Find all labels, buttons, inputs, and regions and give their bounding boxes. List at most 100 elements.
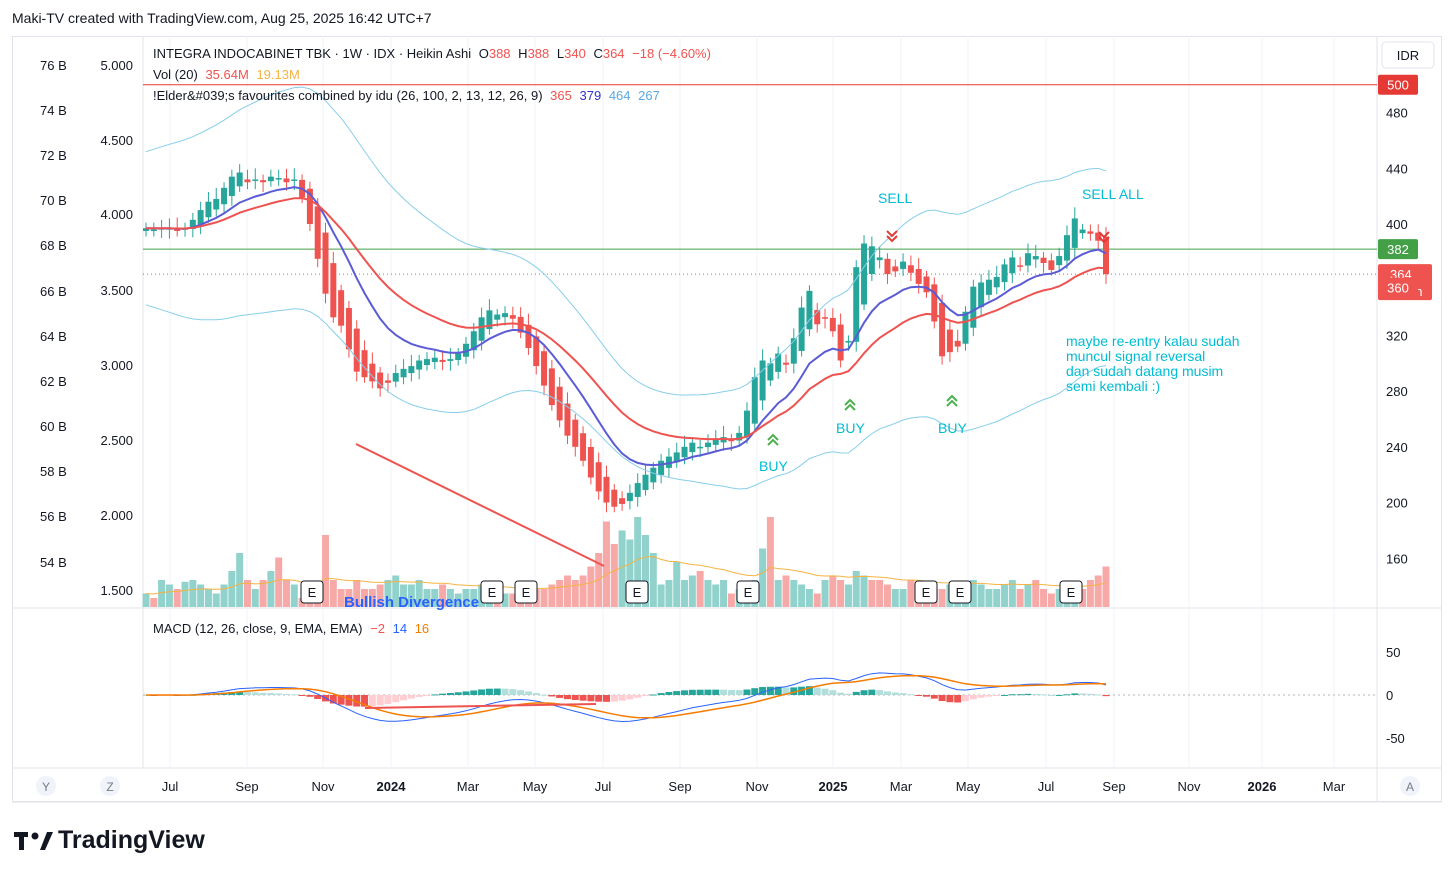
volume-bar [571, 580, 579, 607]
macd-histogram-bar [821, 688, 829, 695]
x-tick-label: May [956, 779, 981, 794]
volume-bar [985, 589, 993, 607]
candle-body [377, 372, 384, 389]
macd-histogram-bar [454, 692, 462, 695]
macd-histogram-bar [610, 695, 618, 702]
candle-body [345, 307, 352, 350]
left-cap-tick-label: 70 B [40, 193, 67, 208]
macd-histogram-bar [243, 692, 251, 695]
open-label: O [478, 46, 489, 61]
volume-bar [446, 589, 454, 607]
left-cap-tick-label: 62 B [40, 374, 67, 389]
tradingview-logo[interactable]: TradingView [14, 826, 205, 855]
candle-body [1103, 236, 1109, 275]
earnings-label: E [522, 585, 531, 600]
candle-body [962, 311, 969, 344]
volume-bar [1008, 580, 1016, 607]
macd-divergence-line [364, 703, 597, 709]
candle-body [275, 178, 282, 180]
volume-bar [712, 584, 720, 607]
macd-histogram-bar [1024, 693, 1032, 695]
candle-body [572, 419, 579, 447]
axis-button-label: Z [106, 780, 113, 794]
earnings-marker [1059, 580, 1083, 604]
elder-value-2: 379 [579, 88, 602, 103]
macd-histogram-bar [1094, 694, 1102, 696]
axis-button-a[interactable] [1400, 776, 1420, 796]
volume-ma-value: 19.13M [256, 67, 300, 82]
macd-label[interactable]: MACD (12, 26, close, 9, EMA, EMA) [153, 621, 363, 636]
candle-body [447, 359, 454, 361]
macd-histogram-bar [517, 690, 525, 695]
upper-band-line [145, 86, 1107, 396]
macd-histogram-bar [993, 695, 1001, 696]
volume-label[interactable]: Vol (20) [153, 67, 198, 82]
macd-histogram-bar [1008, 694, 1016, 696]
macd-histogram-bar [407, 695, 415, 699]
elder-legend: !Elder&#039;s favourites combined by idu… [153, 88, 664, 103]
macd-histogram-bar [400, 695, 408, 701]
candle-body [509, 315, 516, 319]
macd-histogram-bar [384, 695, 392, 704]
volume-bar [618, 530, 626, 607]
volume-bar [657, 584, 665, 607]
candle-body [712, 439, 719, 445]
macd-histogram-bar [626, 695, 634, 700]
axis-button-y[interactable] [36, 776, 56, 796]
volume-bar [431, 589, 439, 607]
volume-bar [704, 580, 712, 607]
volume-bar [563, 575, 571, 607]
macd-histogram-bar [1055, 694, 1063, 696]
volume-bar [876, 580, 884, 607]
candle-body [330, 263, 337, 318]
candle-body [704, 442, 711, 448]
currency-button[interactable] [1381, 41, 1435, 69]
buy-label-3: BUY [938, 420, 967, 436]
buy-label-1: BUY [759, 458, 788, 474]
macd-histogram-bar [485, 688, 493, 695]
candle-body [868, 246, 875, 274]
slow-ma-line [145, 197, 1107, 441]
volume-bar [696, 571, 704, 607]
candle-body [291, 179, 298, 181]
volume-bar [1079, 589, 1087, 607]
candle-body [213, 198, 220, 210]
x-tick-label: Mar [890, 779, 913, 794]
macd-histogram-bar [1063, 694, 1071, 696]
sell-arrow-icon [886, 230, 898, 243]
macd-histogram-bar [985, 695, 993, 697]
macd-histogram-bar [946, 695, 954, 703]
left-tick-label: 2.500 [100, 433, 133, 448]
candle-body [822, 317, 829, 319]
volume-bar [329, 580, 337, 607]
axis-button-z[interactable] [100, 776, 120, 796]
candle-body [931, 284, 938, 322]
volume-bar [1001, 584, 1009, 607]
macd-histogram-bar [681, 690, 689, 695]
candle-body [541, 351, 548, 386]
candle-body [1079, 229, 1086, 234]
candle-body [228, 176, 235, 197]
macd-histogram-bar [1032, 693, 1040, 695]
volume-bar [649, 553, 657, 607]
macd-histogram-bar [501, 688, 509, 695]
earnings-label: E [744, 585, 753, 600]
volume-bar [766, 517, 774, 607]
volume-bar [1032, 580, 1040, 607]
symbol-title[interactable]: INTEGRA INDOCABINET TBK · 1W · IDX · Hei… [153, 46, 472, 61]
elder-label[interactable]: !Elder&#039;s favourites combined by idu… [153, 88, 543, 103]
volume-bar [290, 584, 298, 607]
volume-bar [1094, 575, 1102, 607]
macd-histogram-bar [954, 695, 962, 703]
x-tick-label: 2025 [819, 779, 848, 794]
volume-bar [189, 580, 197, 607]
fast-ma-line [145, 186, 1107, 467]
macd-histogram-bar [1016, 694, 1024, 696]
volume-bar [150, 598, 158, 607]
volume-bar [275, 557, 283, 607]
candle-body [790, 338, 797, 364]
volume-bar [392, 575, 400, 607]
left-tick-label: 4.500 [100, 133, 133, 148]
candle-body [892, 266, 899, 272]
